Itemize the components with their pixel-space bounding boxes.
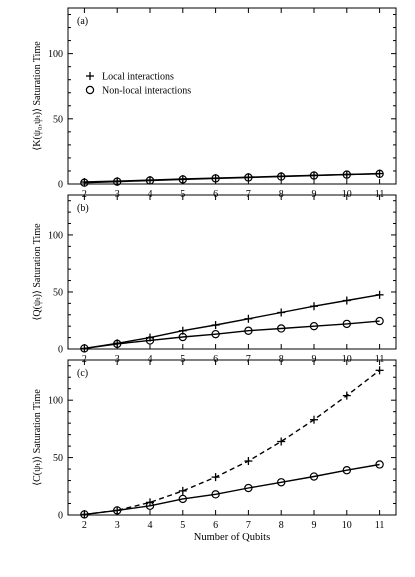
data-point-circle [277, 478, 286, 487]
series-line-nonlocal [84, 463, 380, 516]
series-line-local [84, 369, 381, 516]
data-point-plus [310, 415, 318, 424]
data-point-circle [342, 319, 351, 329]
panels: 2 3 4 5 6 7 8 9 10 11 0 50 100 (a) ⟨K(ψ₀,ψₜ)⟩ Saturati… [32, 7, 397, 543]
y-tick-label: 50 [53, 287, 63, 298]
data-point-plus [277, 308, 286, 317]
y-axis-label: ⟨Q(ψₜ)⟩ Saturation Time [32, 223, 43, 321]
y-tick-label: 0 [58, 345, 63, 356]
x-tick-label: 11 [375, 520, 385, 531]
data-point-circle [145, 176, 155, 185]
y-tick-label: 100 [48, 230, 63, 241]
data-point-plus [375, 366, 384, 375]
y-tick-label: 100 [48, 49, 63, 60]
data-point-circle [309, 321, 319, 331]
y-tick-label: 0 [58, 511, 63, 522]
data-point-plus [211, 473, 220, 482]
y-axis-label: ⟨K(ψ₀,ψₜ)⟩ Saturation Time [32, 41, 43, 151]
data-point-circle [211, 174, 220, 183]
data-point-plus [244, 314, 253, 323]
data-point-plus [342, 296, 351, 305]
data-point-circle [178, 175, 187, 184]
y-axis-label: ⟨C(ψₜ)⟩ Saturation Time [32, 389, 43, 486]
data-point-circle [342, 466, 351, 475]
data-point-circle [342, 170, 351, 179]
data-point-circle [244, 483, 253, 493]
legend: Local interactions Non-local interactions [85, 72, 191, 97]
x-tick-label: 6 [213, 520, 218, 531]
legend-entry: Non-local interactions [102, 86, 191, 97]
data-point-circle [277, 324, 286, 333]
data-point-circle [145, 336, 155, 345]
x-axis-label: Number of Qubits [194, 532, 270, 543]
plot-frame [67, 194, 397, 350]
data-point-circle [309, 171, 319, 180]
data-point-plus [277, 437, 286, 446]
y-tick-label: 50 [53, 114, 63, 125]
x-tick-label: 4 [148, 520, 153, 531]
data-point-circle [178, 494, 187, 504]
data-point-circle [80, 178, 89, 187]
plot-frame [67, 359, 397, 516]
data-point-circle [244, 326, 253, 335]
data-point-circle [277, 172, 286, 181]
x-tick-label: 2 [82, 520, 87, 531]
data-point-circle [375, 460, 384, 469]
y-tick-label: 50 [53, 453, 63, 464]
x-tick-label: 5 [180, 520, 185, 531]
panel-label: (a) [77, 16, 88, 27]
x-tick-label: 9 [312, 520, 317, 531]
panel-2: 2 3 4 5 6 7 8 9 10 11 0 50 100 (c) ⟨C(ψₜ)⟩ Saturation … [32, 359, 397, 543]
legend-marker-circle [85, 85, 95, 95]
x-tick-label: 3 [115, 520, 120, 531]
data-point-circle [145, 501, 155, 511]
data-point-circle [211, 329, 220, 339]
data-point-circle [178, 332, 187, 342]
data-point-circle [112, 339, 122, 349]
legend-entry: Local interactions [102, 72, 174, 83]
y-tick-label: 100 [48, 396, 63, 407]
data-point-plus [178, 486, 187, 495]
data-point-plus [375, 290, 384, 299]
panel-label: (b) [77, 203, 89, 214]
data-point-circle [112, 506, 122, 515]
plot-frame [67, 7, 397, 185]
series-line-local [84, 294, 380, 350]
data-point-plus [244, 457, 253, 466]
data-point-circle [80, 510, 89, 519]
data-point-circle [375, 316, 384, 326]
data-point-plus [342, 391, 351, 400]
data-point-circle [244, 173, 253, 182]
data-point-circle [80, 344, 89, 353]
x-tick-label: 10 [342, 520, 352, 531]
data-point-circle [112, 177, 122, 186]
data-point-circle [375, 169, 384, 179]
data-point-plus [211, 321, 220, 330]
panel-label: (c) [77, 368, 88, 379]
y-tick-label: 0 [58, 180, 63, 191]
legend-marker-plus [86, 72, 94, 80]
data-point-circle [211, 490, 220, 499]
series-line-nonlocal [84, 320, 380, 350]
data-point-circle [309, 472, 319, 481]
data-point-plus [310, 302, 318, 311]
series-line-nonlocal [84, 173, 380, 184]
x-tick-label: 7 [246, 520, 251, 531]
x-tick-label: 8 [279, 520, 284, 531]
